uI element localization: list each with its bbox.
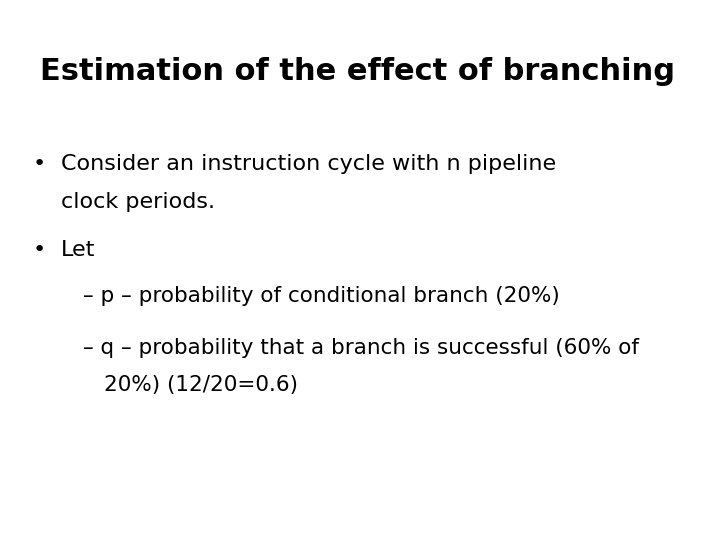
Text: clock periods.: clock periods. [61, 192, 215, 212]
Text: 20%) (12/20=0.6): 20%) (12/20=0.6) [104, 375, 298, 395]
Text: •: • [32, 240, 45, 260]
Text: – p – probability of conditional branch (20%): – p – probability of conditional branch … [83, 286, 559, 306]
Text: Let: Let [61, 240, 96, 260]
Text: Consider an instruction cycle with n pipeline: Consider an instruction cycle with n pip… [61, 154, 557, 174]
Text: •: • [32, 154, 45, 174]
Text: Estimation of the effect of branching: Estimation of the effect of branching [40, 57, 675, 86]
Text: – q – probability that a branch is successful (60% of: – q – probability that a branch is succe… [83, 338, 639, 357]
